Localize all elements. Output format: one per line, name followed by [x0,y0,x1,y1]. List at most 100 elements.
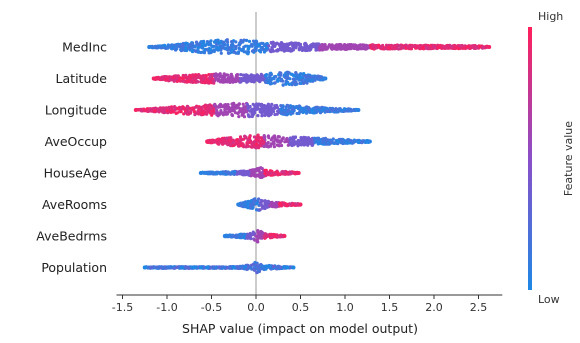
shap-point [280,48,284,52]
shap-point [313,78,317,82]
shap-point [181,105,185,109]
shap-point [163,43,167,48]
shap-point [259,50,263,54]
shap-point [325,139,329,143]
shap-point [250,42,254,46]
shap-point [262,134,266,138]
shap-point [295,73,299,77]
shap-point [262,235,266,239]
shap-point [262,266,266,270]
shap-point [197,112,201,116]
shap-point [267,144,271,149]
shap-point [167,105,171,109]
shap-point [293,135,298,139]
shap-point [212,109,216,113]
shap-point [298,109,303,113]
shap-point [167,79,171,83]
shap-point [259,140,263,145]
shap-point [221,172,225,176]
shap-point [367,139,372,144]
shap-point [222,72,226,77]
shap-point [460,43,464,48]
shap-point [234,44,238,49]
shap-point [425,46,429,50]
shap-point [204,73,208,78]
shap-point [262,50,267,54]
shap-point [190,80,194,84]
shap-point [390,45,394,49]
shap-point [225,112,229,116]
shap-point [191,265,196,270]
shap-point [165,109,169,113]
shap-point [310,109,314,113]
shap-point [215,138,219,142]
shap-point [299,81,303,85]
shap-point [272,109,276,114]
shap-point [221,140,225,144]
shap-point [252,171,256,175]
shap-point [286,139,290,143]
shap-point [197,50,201,54]
shap-point [166,46,170,50]
x-tick-label: 1.0 [336,301,354,314]
shap-point [207,103,211,107]
shap-point [215,108,219,112]
shap-point [205,47,209,52]
shap-point [261,174,265,178]
shap-point [246,144,250,148]
shap-point [292,74,296,78]
shap-point [256,107,261,111]
shap-point [302,143,306,147]
shap-point [305,140,309,144]
shap-point [273,81,277,85]
shap-point [259,236,263,240]
shap-point [481,46,485,50]
shap-point [182,74,186,78]
shap-point [297,77,301,81]
shap-point [169,44,173,48]
feature-label-population: Population [41,260,107,275]
shap-point [275,266,279,270]
colorbar-title: Feature value [562,121,575,196]
shap-point [190,106,195,110]
shap-point [226,43,230,47]
shap-point [245,102,249,107]
shap-point [235,77,240,81]
shap-point [223,107,227,112]
shap-point [421,45,425,50]
shap-point [251,168,255,172]
shap-point [184,41,188,45]
shap-point [243,105,247,109]
shap-point [239,235,243,239]
beeswarm-avebedrms [222,229,287,244]
shap-point [360,46,364,50]
shap-point [355,47,359,51]
shap-point [229,144,233,148]
shap-point [285,112,289,116]
shap-point [306,74,310,78]
shap-point [268,77,272,81]
shap-point [286,109,290,113]
shap-point [150,44,154,49]
shap-point [321,137,325,141]
shap-point [306,77,310,81]
shap-point [251,74,255,78]
shap-point [238,171,242,175]
shap-point [408,45,412,49]
shap-point [269,73,273,77]
shap-point [298,202,303,207]
shap-point [187,266,191,270]
shap-point [282,234,287,238]
shap-point [262,205,266,210]
shap-point [273,112,277,117]
shap-point [150,265,154,269]
shap-point [140,107,144,111]
shap-point [269,104,273,109]
shap-point [170,47,174,51]
shap-point [250,145,254,149]
shap-point [177,44,181,48]
shap-point [253,111,257,115]
shap-point [260,41,264,45]
shap-point [252,268,256,272]
shap-point [352,43,356,47]
